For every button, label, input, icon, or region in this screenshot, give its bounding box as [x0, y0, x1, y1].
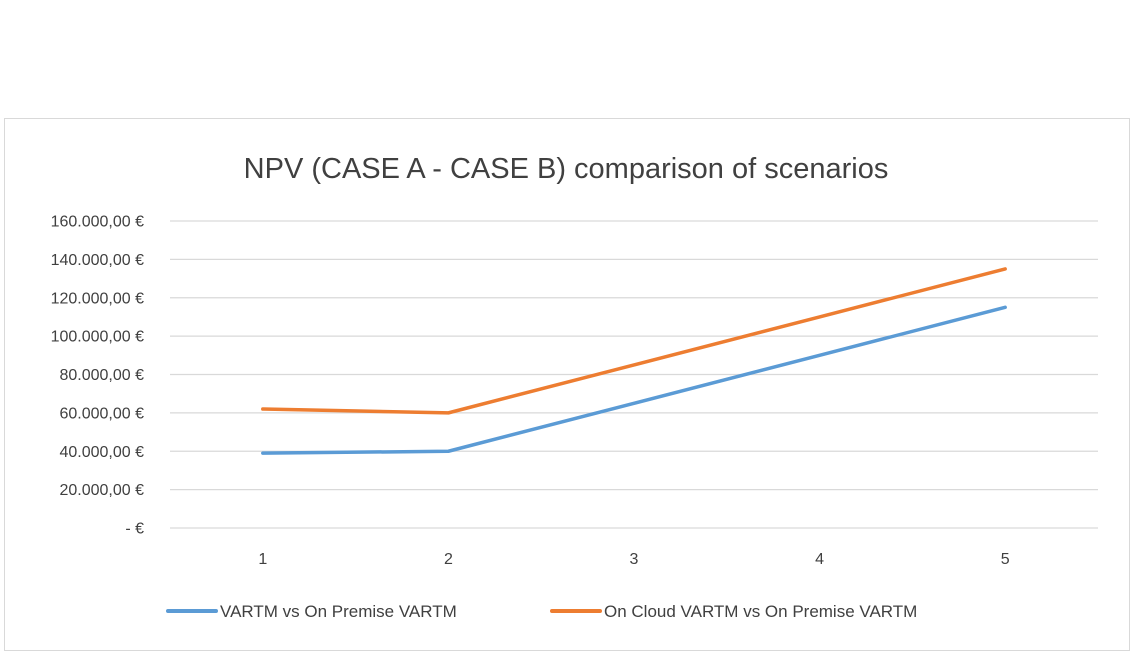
- y-tick-label: 160.000,00 €: [51, 214, 145, 231]
- y-tick-label: 20.000,00 €: [59, 482, 144, 499]
- y-axis-tick-labels: - € 20.000,00 € 40.000,00 € 60.000,00 € 80.0…: [51, 214, 145, 538]
- series-lines: [261, 267, 1007, 455]
- legend-label: VARTM vs On Premise VARTM: [220, 602, 457, 621]
- x-tick-label: 4: [815, 551, 824, 568]
- x-tick-label: 2: [444, 551, 453, 568]
- y-tick-label: - €: [125, 521, 144, 538]
- chart-title: NPV (CASE A - CASE B) comparison of scen…: [244, 153, 889, 185]
- y-tick-label: 60.000,00 €: [59, 405, 144, 422]
- x-tick-label: 3: [630, 551, 639, 568]
- y-tick-label: 80.000,00 €: [59, 367, 144, 384]
- y-tick-label: 40.000,00 €: [59, 444, 144, 461]
- chart-area: [4, 118, 1130, 651]
- legend-label: On Cloud VARTM vs On Premise VARTM: [604, 602, 917, 621]
- y-tick-label: 140.000,00 €: [51, 252, 145, 269]
- series-line-2: [261, 267, 1007, 415]
- legend: VARTM vs On Premise VARTM On Cloud VARTM …: [166, 602, 917, 621]
- series-line-1: [261, 305, 1007, 455]
- gridlines: [170, 220, 1098, 529]
- x-axis-tick-labels: 1 2 3 4 5: [258, 551, 1009, 568]
- y-tick-label: 120.000,00 €: [51, 290, 145, 307]
- x-tick-label: 1: [258, 551, 267, 568]
- x-tick-label: 5: [1001, 551, 1010, 568]
- y-tick-label: 100.000,00 €: [51, 329, 145, 346]
